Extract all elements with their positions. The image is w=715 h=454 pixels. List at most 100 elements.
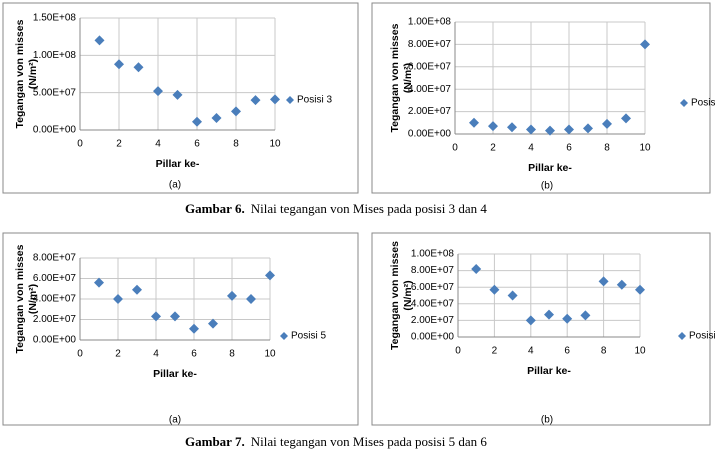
y-tick-label: 2.00E+07 — [408, 106, 452, 117]
y-tick-label: 0.00E+00 — [411, 332, 455, 343]
y-tick-label: 4.00E+07 — [411, 298, 455, 309]
data-point — [133, 62, 144, 73]
data-point — [489, 284, 500, 295]
data-point — [265, 270, 275, 281]
y-tick-label: 1.50E+08 — [33, 13, 77, 24]
y-axis-title: Tegangan von misses — [389, 23, 401, 132]
data-point — [170, 311, 180, 322]
panel-label: (a) — [169, 180, 181, 191]
y-tick-label: 1.00E+08 — [408, 17, 452, 28]
y-axis-unit: (N/m²) — [27, 284, 39, 314]
data-point — [507, 122, 517, 133]
x-tick-label: 10 — [639, 143, 651, 154]
y-axis-unit: (N/m²) — [402, 280, 414, 310]
y-tick-label: 8.00E+07 — [411, 265, 455, 276]
y-axis-title: Tegangan von misses — [389, 241, 401, 350]
x-tick-label: 0 — [452, 143, 458, 154]
legend-label: Posisi 5 — [291, 331, 326, 342]
x-tick-label: 10 — [264, 349, 276, 360]
y-tick-label: 2.00E+07 — [33, 314, 77, 325]
caption: Gambar 6. Nilai tegangan von Mises pada p… — [185, 201, 487, 216]
x-tick-label: 10 — [269, 139, 281, 150]
x-tick-label: 2 — [490, 143, 496, 154]
legend-label: Posisi 4 — [691, 98, 715, 109]
panel-label: (b) — [541, 415, 553, 426]
data-point — [621, 113, 631, 124]
panel-label: (b) — [541, 181, 553, 192]
legend-marker — [280, 332, 288, 340]
data-point — [94, 35, 105, 46]
data-point — [562, 313, 573, 324]
y-tick-label: 6.00E+07 — [33, 273, 77, 284]
x-axis-title: Pillar ke- — [156, 158, 200, 170]
data-point — [507, 290, 518, 301]
data-point — [471, 263, 482, 274]
data-point — [192, 116, 202, 127]
data-point — [153, 86, 163, 97]
y-tick-label: 2.00E+07 — [411, 315, 455, 326]
y-tick-label: 6.00E+07 — [411, 282, 455, 293]
data-point — [132, 284, 142, 295]
panel-frame — [371, 232, 711, 426]
data-point — [211, 113, 222, 124]
panel-frame — [371, 2, 711, 194]
x-tick-label: 8 — [229, 349, 235, 360]
caption-text: Nilai tegangan von Mises pada posisi 3 d… — [251, 201, 488, 216]
x-tick-label: 6 — [564, 346, 570, 357]
x-tick-label: 0 — [77, 349, 83, 360]
caption: Gambar 7. Nilai tegangan von Mises pada p… — [185, 434, 487, 449]
y-tick-label: 1.00E+08 — [33, 50, 77, 61]
x-axis-title: Pillar ke- — [527, 365, 571, 377]
x-tick-label: 4 — [528, 346, 534, 357]
data-point — [114, 59, 124, 70]
legend-marker — [678, 332, 686, 340]
data-point — [113, 294, 123, 304]
x-tick-label: 4 — [528, 143, 534, 154]
y-tick-label: 1.00E+08 — [411, 249, 455, 260]
y-tick-label: 8.00E+07 — [408, 39, 452, 50]
data-point — [545, 125, 555, 136]
x-tick-label: 8 — [601, 346, 607, 357]
data-point — [544, 309, 554, 320]
x-tick-label: 10 — [634, 346, 646, 357]
data-point — [172, 89, 183, 100]
data-point — [250, 95, 261, 106]
data-point — [525, 315, 536, 326]
x-tick-label: 8 — [233, 139, 239, 150]
legend-marker — [680, 99, 688, 107]
data-point — [640, 39, 650, 50]
x-tick-label: 2 — [116, 139, 122, 150]
caption-text: Nilai tegangan von Mises pada posisi 5 d… — [251, 434, 488, 449]
y-axis-unit: (N/m²) — [27, 59, 39, 89]
data-point — [469, 117, 479, 128]
x-tick-label: 4 — [153, 349, 159, 360]
y-axis-title: Tegangan von misses — [14, 19, 26, 128]
y-tick-label: 0.00E+00 — [33, 125, 77, 136]
x-tick-label: 2 — [115, 349, 121, 360]
x-tick-label: 0 — [455, 346, 461, 357]
panel-frame — [2, 232, 359, 426]
y-tick-label: 6.00E+07 — [408, 61, 452, 72]
data-point — [598, 276, 609, 287]
panel-label: (a) — [169, 415, 181, 426]
data-point — [580, 310, 591, 321]
legend-label: Posisi 3 — [297, 95, 332, 106]
x-tick-label: 0 — [77, 139, 83, 150]
data-point — [583, 123, 593, 134]
data-point — [635, 284, 645, 295]
y-tick-label: 0.00E+00 — [33, 335, 77, 346]
y-tick-label: 0.00E+00 — [408, 129, 452, 140]
data-point — [602, 118, 612, 129]
x-tick-label: 4 — [155, 139, 161, 150]
legend-label: Posisi 6 — [689, 331, 715, 342]
y-tick-label: 4.00E+07 — [408, 84, 452, 95]
legend-marker — [286, 96, 294, 104]
x-tick-label: 6 — [566, 143, 572, 154]
data-point — [94, 277, 104, 288]
data-point — [270, 94, 280, 105]
x-axis-title: Pillar ke- — [153, 368, 197, 380]
y-tick-label: 5.00E+07 — [33, 87, 77, 98]
data-point — [616, 279, 627, 290]
y-tick-label: 4.00E+07 — [33, 294, 77, 305]
